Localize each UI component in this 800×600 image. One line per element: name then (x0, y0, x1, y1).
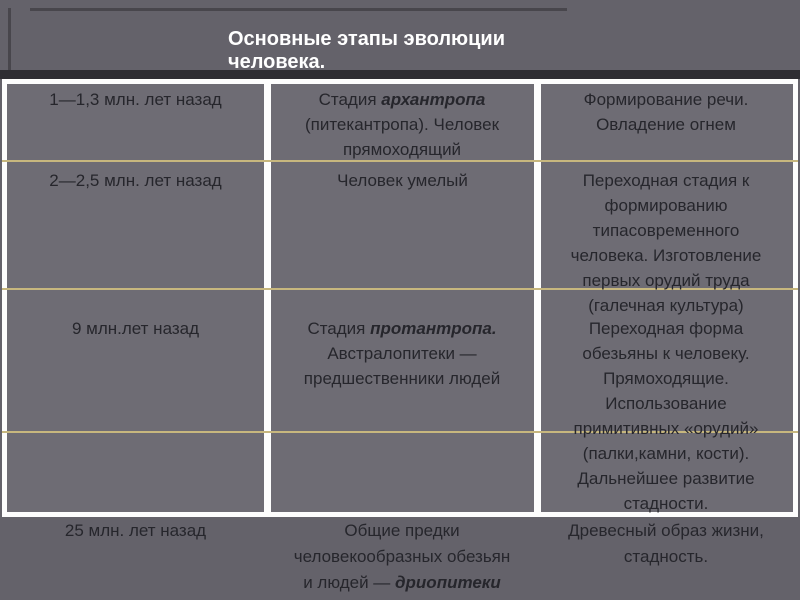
table-border-bottom (2, 512, 798, 517)
below-table-stage: Общие предки человекообразных обезьян и … (287, 518, 517, 596)
stage-row3-term: протантропа. (370, 319, 497, 338)
title-underline-rule (0, 70, 800, 79)
table-cell-description-row3: Переходная форма обезьяны к человеку. Пр… (573, 319, 759, 513)
table-cell-stage-row3: Стадия протантропа. Австралопитеки — пре… (277, 316, 527, 391)
table-cell-stage-row1: Стадия архантропа (питекантропа). Челове… (277, 87, 527, 162)
table-border-right (793, 79, 798, 517)
slide-frame-top-line (30, 8, 567, 11)
table-column-3-background (541, 84, 793, 512)
below-table-description: Древесный образ жизни, стадность. (568, 521, 764, 566)
slide-title-line-2: человека. (228, 51, 326, 73)
table-column-1-background (7, 84, 264, 512)
table-cell-description-row1: Формирование речи. Овладение огнем (583, 90, 749, 134)
table-column-separator-2 (534, 79, 541, 517)
slide-title: Основные этапы эволюции человека. (228, 28, 588, 74)
stage-row3-prefix: Стадия (307, 319, 371, 338)
below-table-stage-text: Общие предки человекообразных обезьян и … (293, 521, 511, 592)
stage-row3-rest: Австралопитеки — предшественники людей (303, 344, 501, 388)
table-cell-description-row2: Переходная стадия к формированию типасов… (570, 171, 762, 315)
below-table-stage-term: дриопитеки (395, 573, 501, 592)
table-cell-date-row2: 2—2,5 млн. лет назад (49, 171, 222, 190)
stage-row1-term: архантропа (381, 90, 486, 109)
slide-title-line-1: Основные этапы эволюции (228, 28, 505, 50)
table-border-top (2, 79, 798, 84)
table-row-separator-1 (2, 160, 798, 162)
slide-frame-left-line (8, 8, 11, 77)
table-cell-date-row1: 1—1,3 млн. лет назад (49, 90, 222, 109)
table-row-separator-2 (2, 288, 798, 290)
table-column-2-background (271, 84, 534, 512)
table-cell-date-row3: 9 млн.лет назад (71, 319, 200, 338)
stage-row1-prefix: Стадия (318, 90, 382, 109)
table-border-left (2, 79, 7, 517)
stage-row1-rest: (питекантропа). Человек прямоходящий (304, 115, 500, 159)
below-table-date: 25 млн. лет назад (64, 521, 207, 540)
table-column-separator-1 (264, 79, 271, 517)
table-row-separator-3 (2, 431, 798, 433)
table-cell-stage-row2: Человек умелый (337, 171, 468, 190)
